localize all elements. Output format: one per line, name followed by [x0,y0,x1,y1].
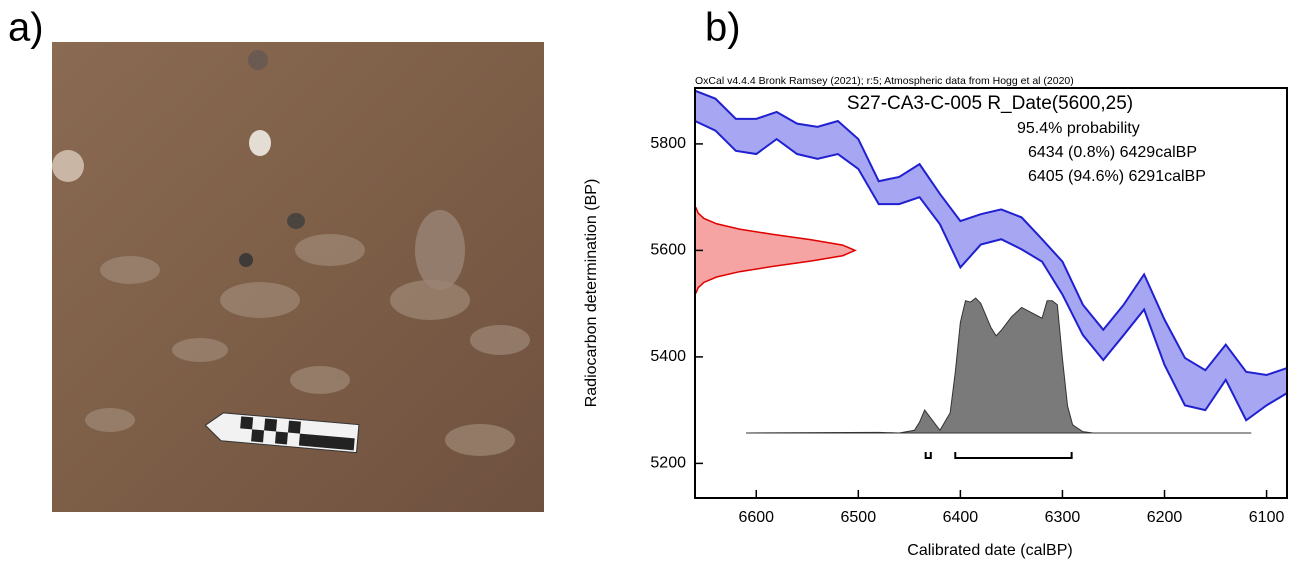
range-bracket [955,452,1071,458]
panel-label: b) [705,6,741,50]
x-tick-label: 6200 [1147,509,1183,526]
radiocarbon-distribution [695,208,855,293]
range-label: 6434 (0.8%) 6429calBP [1028,144,1197,161]
x-tick-label: 6500 [841,509,877,526]
y-tick-label: 5600 [650,242,686,259]
x-tick-label: 6600 [738,509,774,526]
x-axis-label: Calibrated date (calBP) [907,542,1072,559]
y-tick-label: 5800 [650,135,686,152]
probability-label: 95.4% probability [1017,120,1140,137]
x-tick-label: 6300 [1045,509,1081,526]
page: a) b) OxCal v4.4.4 Bronk Ramsey (2021); … [0,0,1290,564]
chart-title: S27-CA3-C-005 R_Date(5600,25) [847,93,1133,114]
panel-label: a) [8,6,44,50]
photo [52,42,544,512]
x-tick-label: 6100 [1249,509,1285,526]
y-tick-label: 5400 [650,348,686,365]
range-bracket [926,452,931,458]
chart-header: OxCal v4.4.4 Bronk Ramsey (2021); r:5; A… [695,75,1074,87]
plot-frame [695,88,1287,498]
y-tick-label: 5200 [650,455,686,472]
x-tick-label: 6400 [943,509,979,526]
range-label: 6405 (94.6%) 6291calBP [1028,168,1206,185]
figure: a) b) OxCal v4.4.4 Bronk Ramsey (2021); … [0,0,1290,564]
y-axis-label: Radiocarbon determination (BP) [583,179,600,408]
